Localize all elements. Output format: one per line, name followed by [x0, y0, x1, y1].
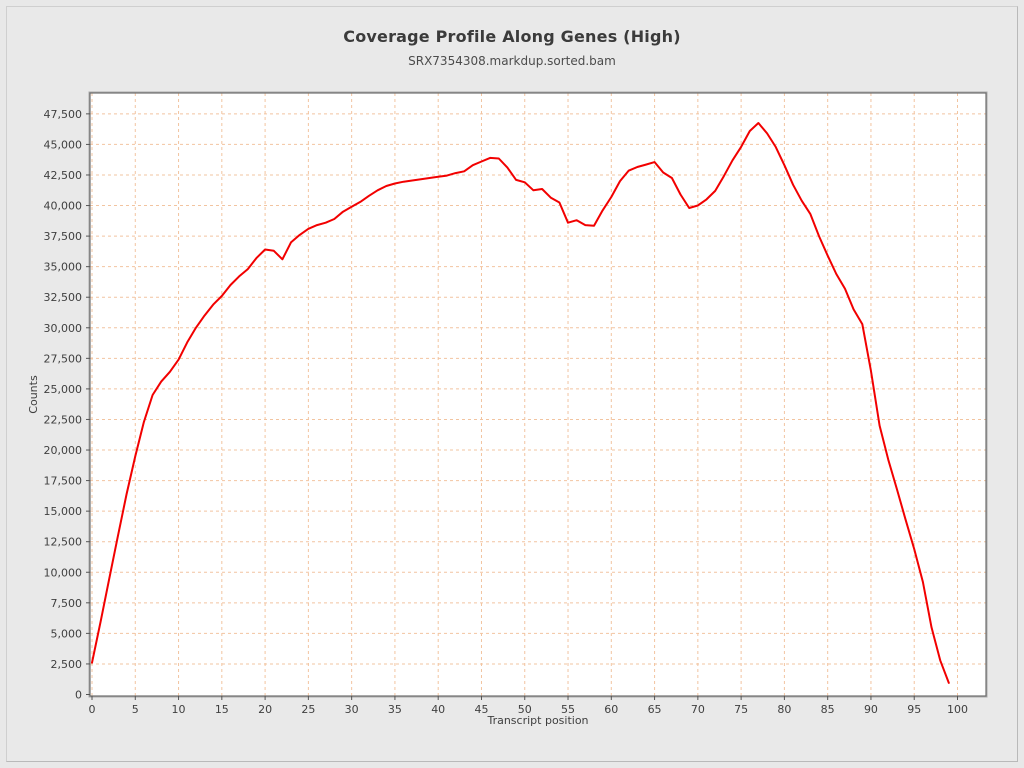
y-axis-tick-label: 15,000 [44, 505, 83, 518]
x-axis-tick-label: 5 [132, 703, 139, 716]
x-axis-tick-label: 0 [89, 703, 96, 716]
x-axis-tick-label: 80 [777, 703, 791, 716]
y-axis-tick-label: 20,000 [44, 444, 83, 457]
y-axis-label: Counts [27, 375, 40, 414]
y-axis-tick-label: 22,500 [44, 413, 83, 426]
y-axis-tick-label: 32,500 [44, 291, 83, 304]
x-axis-tick-label: 35 [388, 703, 402, 716]
x-axis-tick-label: 90 [864, 703, 878, 716]
x-axis-tick-label: 60 [604, 703, 618, 716]
x-axis-tick-label: 55 [561, 703, 575, 716]
chart-subtitle: SRX7354308.markdup.sorted.bam [408, 54, 616, 68]
x-axis-tick-label: 75 [734, 703, 748, 716]
x-axis-tick-label: 70 [691, 703, 705, 716]
x-axis-tick-label: 40 [431, 703, 445, 716]
y-axis-tick-label: 37,500 [44, 230, 83, 243]
y-axis-tick-label: 27,500 [44, 352, 83, 365]
x-axis-tick-label: 30 [345, 703, 359, 716]
plot-area [90, 93, 986, 696]
plot-border [89, 92, 987, 697]
y-axis-tick-label: 42,500 [44, 169, 83, 182]
y-axis-tick-label: 12,500 [44, 536, 83, 549]
x-axis-label: Transcript position [486, 714, 588, 727]
y-axis-tick-label: 35,000 [44, 261, 83, 274]
y-axis-tick-label: 47,500 [44, 108, 83, 121]
x-axis-tick-label: 15 [215, 703, 229, 716]
x-axis-tick-label: 45 [474, 703, 488, 716]
x-axis-tick-label: 65 [648, 703, 662, 716]
y-axis-tick-label: 40,000 [44, 200, 83, 213]
y-axis-tick-label: 2,500 [51, 658, 83, 671]
x-axis-tick-label: 50 [518, 703, 532, 716]
y-axis-tick-label: 30,000 [44, 322, 83, 335]
chart-title: Coverage Profile Along Genes (High) [343, 27, 681, 46]
x-axis-tick-label: 95 [907, 703, 921, 716]
y-axis-tick-label: 25,000 [44, 383, 83, 396]
y-axis-tick-label: 17,500 [44, 475, 83, 488]
x-axis-tick-label: 85 [821, 703, 835, 716]
x-axis-tick-label: 10 [172, 703, 186, 716]
plot-border-outer [88, 91, 988, 698]
y-axis-tick-label: 10,000 [44, 566, 83, 579]
y-axis-tick-label: 5,000 [51, 627, 83, 640]
coverage-series-line [91, 122, 950, 684]
x-axis-tick-label: 100 [947, 703, 968, 716]
y-axis-tick-label: 0 [75, 689, 82, 702]
y-axis-tick-label: 45,000 [44, 138, 83, 151]
x-axis-tick-label: 25 [301, 703, 315, 716]
y-axis-tick-label: 7,500 [51, 597, 83, 610]
x-axis-tick-label: 20 [258, 703, 272, 716]
